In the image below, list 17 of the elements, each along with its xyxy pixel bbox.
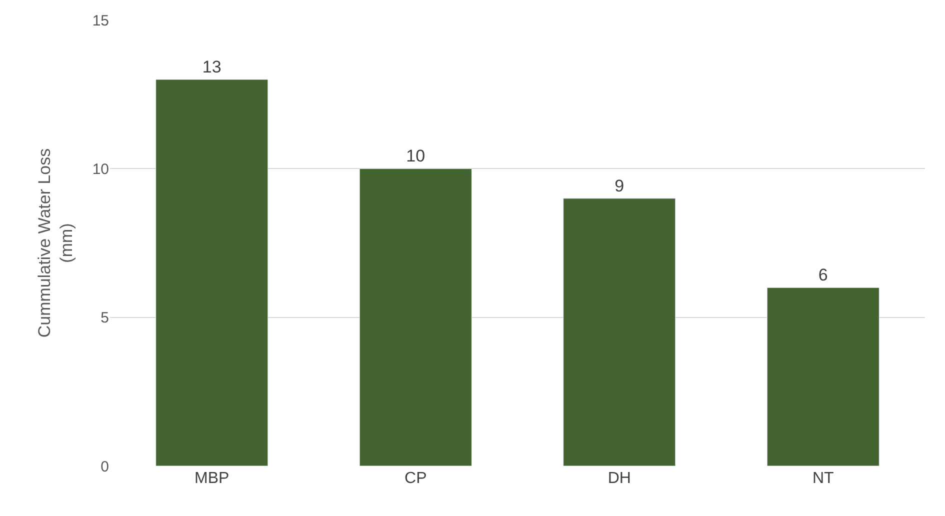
bar	[359, 168, 472, 466]
y-tick-label: 0	[100, 458, 109, 476]
y-tick-label: 5	[100, 310, 109, 327]
data-label: 6	[818, 266, 828, 285]
data-label: 9	[614, 176, 624, 196]
y-tick-label: 10	[92, 160, 109, 178]
y-axis-title: Cummulative Water Loss (mm)	[34, 148, 76, 338]
data-label: 10	[406, 146, 426, 166]
bar	[156, 79, 268, 466]
x-tick-label: MBP	[194, 470, 230, 487]
x-tick-label: CP	[404, 470, 427, 487]
y-tick-label: 15	[92, 12, 109, 30]
bar	[766, 287, 880, 466]
bar	[563, 198, 676, 466]
data-label: 13	[202, 57, 222, 76]
x-tick-label: NT	[812, 470, 834, 487]
x-tick-label: DH	[608, 470, 631, 487]
